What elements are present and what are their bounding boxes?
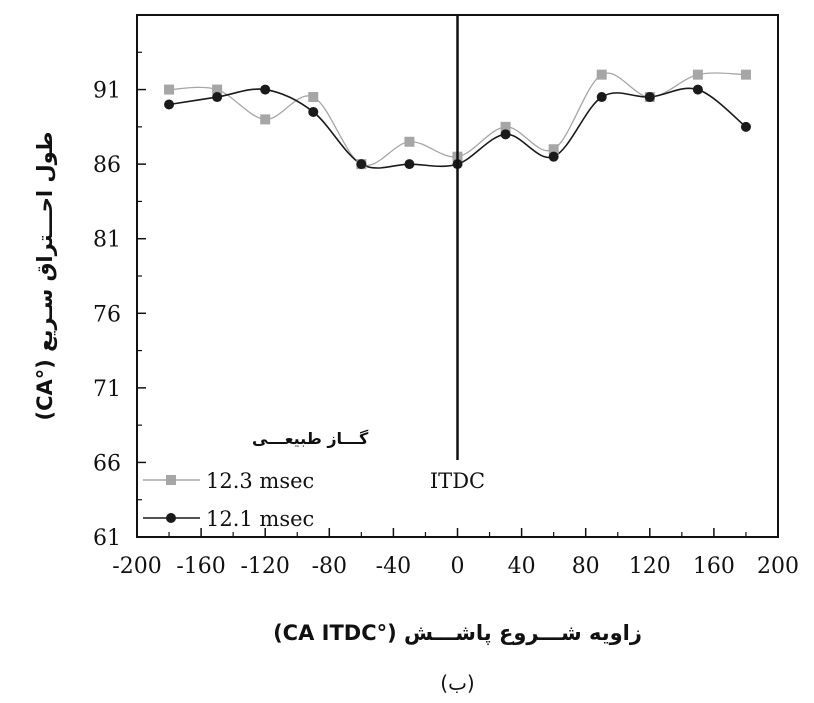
itdc-label: ITDC bbox=[430, 469, 485, 493]
data-point bbox=[404, 159, 415, 170]
data-point bbox=[740, 69, 751, 80]
y-tick-label: 91 bbox=[93, 79, 121, 104]
data-point bbox=[308, 106, 319, 117]
x-tick-label: 0 bbox=[451, 554, 465, 579]
x-tick-label: 40 bbox=[508, 554, 536, 579]
legend-title: گـــاز طبیعـــی bbox=[252, 429, 369, 448]
figure-caption: (ب) bbox=[440, 671, 474, 695]
data-point bbox=[596, 69, 607, 80]
y-tick-label: 81 bbox=[93, 228, 121, 253]
data-point bbox=[548, 144, 559, 155]
x-tick-label: -160 bbox=[176, 554, 225, 579]
x-tick-label: -200 bbox=[112, 554, 161, 579]
y-tick-label: 61 bbox=[93, 526, 121, 551]
data-point bbox=[212, 92, 223, 103]
data-point bbox=[740, 121, 751, 132]
x-axis-title: زاویه شـــروع پاشـــش (°CA ITDC) bbox=[273, 621, 642, 645]
x-tick-label: 120 bbox=[629, 554, 671, 579]
x-tick-label: 160 bbox=[693, 554, 735, 579]
data-point bbox=[260, 84, 271, 95]
data-point bbox=[500, 121, 511, 132]
x-tick-label: -40 bbox=[376, 554, 411, 579]
data-point bbox=[596, 92, 607, 103]
data-point bbox=[212, 84, 223, 95]
x-tick-label: 200 bbox=[757, 554, 799, 579]
data-point bbox=[692, 84, 703, 95]
y-tick-label: 71 bbox=[93, 377, 121, 402]
data-point bbox=[500, 129, 511, 140]
legend-marker bbox=[166, 475, 176, 485]
legend: گـــاز طبیعـــی 12.3 msec 12.1 msec bbox=[143, 429, 369, 531]
data-point bbox=[548, 151, 559, 162]
y-axis-title: طول احـــتراق سـریع (°CA) bbox=[33, 131, 57, 420]
x-tick-label: 80 bbox=[572, 554, 600, 579]
data-point bbox=[260, 114, 271, 125]
y-tick-label: 76 bbox=[93, 302, 121, 327]
data-point bbox=[692, 69, 703, 80]
legend-marker bbox=[166, 513, 176, 523]
data-point bbox=[164, 84, 175, 95]
x-tick-label: -80 bbox=[312, 554, 347, 579]
data-point bbox=[308, 92, 319, 103]
y-tick-label: 86 bbox=[93, 153, 121, 178]
data-point bbox=[404, 136, 415, 147]
data-point bbox=[644, 92, 655, 103]
data-point bbox=[164, 99, 175, 110]
x-tick-label: -120 bbox=[240, 554, 289, 579]
data-point bbox=[356, 159, 367, 170]
legend-label: 12.3 msec bbox=[206, 469, 314, 493]
y-tick-label: 66 bbox=[93, 451, 121, 476]
axis-ticks: -200 -160 -120 -80 -40 0 40 80 120 160 200 61 66 71 76… bbox=[93, 51, 799, 579]
legend-label: 12.1 msec bbox=[206, 507, 314, 531]
